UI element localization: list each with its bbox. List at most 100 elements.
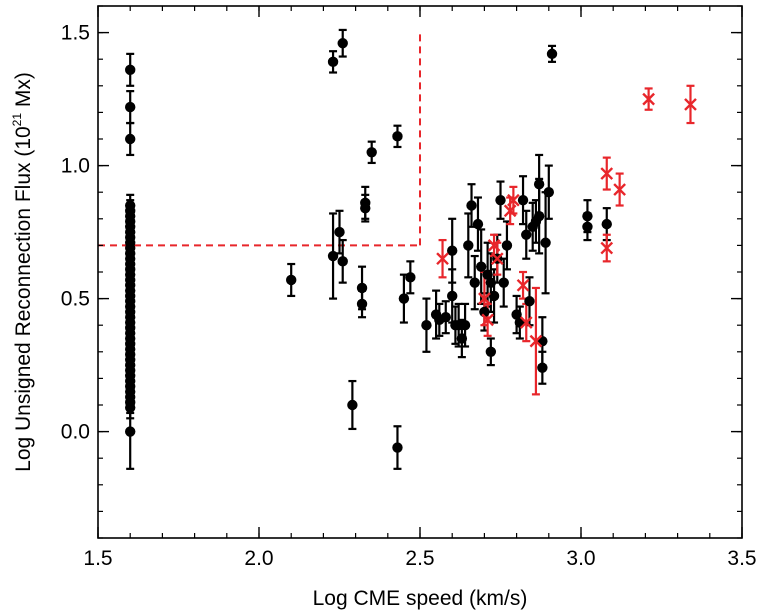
y-axis-label-suffix: Mx) [12,72,35,113]
data-markers [125,38,697,453]
y-tick-label: 0.0 [61,421,90,444]
data-point-cross-stroke [503,204,517,218]
data-point-cross-stroke [516,278,530,292]
data-point-cross-stroke [436,252,449,266]
y-tick-label: 1.5 [61,22,90,45]
data-point-circle [475,261,487,272]
data-point-circle [125,133,136,145]
data-point-circle [466,200,477,211]
data-point-circle [334,226,345,238]
data-point-cross [481,313,494,327]
data-point-circle [125,64,136,76]
data-point-cross [490,252,504,266]
data-point-cross-stroke [507,193,520,207]
data-point-cross-stroke [487,239,501,252]
data-point-circle [533,179,545,190]
data-point-circle [360,202,371,214]
data-point-cross [642,92,655,106]
data-point-cross [503,204,517,218]
data-point-circle [392,131,403,142]
y-axis-label-prefix: Log Unsigned Reconnection Flux (10 [12,126,35,472]
data-point-circle [488,290,500,302]
data-point-circle [469,277,480,288]
threshold-lines [98,32,421,247]
data-point-circle [337,38,348,49]
data-point-cross-stroke [613,183,626,196]
data-point-circle [601,218,612,230]
data-point-circle [356,298,368,310]
data-point-circle [286,274,297,286]
data-point-circle [347,399,358,411]
data-point-circle [501,240,513,251]
data-point-cross [600,241,614,255]
data-point-cross [519,316,533,329]
data-point-circle [511,309,522,320]
x-axis-label: Log CME speed (km/s) [313,587,528,610]
y-axis-label: Log Unsigned Reconnection Flux (1021 Mx) [10,72,35,472]
data-point-cross [613,183,626,196]
data-point-cross-stroke [600,241,614,255]
data-point-cross-stroke [684,98,697,111]
data-point-circle [463,240,474,251]
x-tick-label: 3.0 [566,547,595,570]
data-point-circle [582,210,593,222]
data-point-circle [125,402,136,413]
data-point-cross-stroke [529,334,543,348]
x-tick-label: 3.5 [727,547,756,570]
data-point-circle [524,296,535,307]
data-point-circle [398,293,410,304]
x-tick-label: 1.5 [83,547,112,570]
axis-tick-labels: 1.5 2.0 2.5 3.0 3.5 0.0 0.5 1.0 1.5 [61,22,757,570]
data-point-circle [356,282,368,294]
y-tick-label: 0.5 [61,288,90,311]
data-point-cross [516,278,530,292]
data-point-circle [125,101,136,113]
data-point-circle [456,333,468,344]
data-point-circle [447,290,458,302]
data-point-cross-stroke [600,167,614,180]
data-point-circle [495,194,506,206]
data-point-circle [459,320,471,331]
data-point-cross [529,334,543,348]
data-point-circle [479,306,490,318]
data-point-cross [507,193,520,207]
data-point-circle [533,210,545,222]
data-point-circle [521,229,532,240]
x-tick-label: 2.5 [405,547,434,570]
data-point-cross [684,98,697,111]
data-point-circle [482,269,493,280]
data-point-circle [392,442,403,453]
data-point-cross [478,292,491,305]
data-point-circle [498,277,509,288]
data-point-circle [440,312,451,323]
data-point-circle [540,237,551,248]
data-point-cross [487,239,501,252]
data-point-circle [537,362,548,373]
y-tick-label: 1.0 [61,155,90,178]
y-axis-label-exponent: 21 [10,113,24,127]
data-point-circle [485,346,497,357]
data-point-cross [436,252,449,266]
data-point-circle [125,426,136,437]
data-point-cross-stroke [490,252,504,266]
data-point-circle [546,48,558,60]
data-point-circle [543,187,554,198]
data-point-circle [327,250,339,262]
data-point-circle [421,320,432,331]
axis-ticks [97,5,743,539]
data-point-circle [405,272,416,283]
data-point-cross-stroke [642,92,655,106]
data-point-circle [472,218,484,230]
x-tick-label: 2.0 [244,547,273,570]
data-point-cross-stroke [478,292,491,305]
data-point-circle [366,147,377,158]
data-point-circle [485,277,497,288]
data-point-cross-stroke [519,316,533,329]
data-point-circle [517,194,529,206]
data-point-cross [600,167,614,180]
data-point-circle [582,221,593,232]
data-point-cross-stroke [481,313,494,327]
data-point-circle [337,256,348,267]
data-point-circle [447,245,458,256]
